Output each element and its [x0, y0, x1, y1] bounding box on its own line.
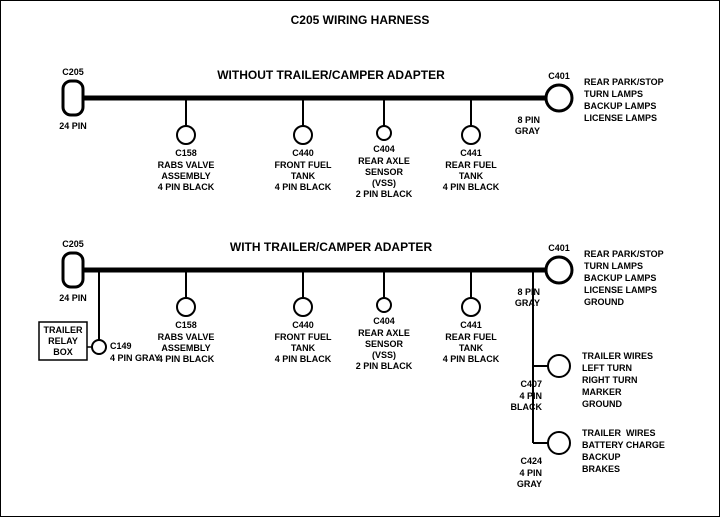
label: TRAILER WIRES — [582, 351, 653, 362]
label: BATTERY CHARGE — [582, 440, 665, 451]
label: 4 PIN BLACK — [411, 354, 531, 365]
label: 4 PIN BLACK — [126, 182, 246, 193]
label: 4 PIN GRAY — [517, 468, 542, 490]
label: 8 PIN GRAY — [515, 287, 540, 309]
label: REAR FUEL — [411, 160, 531, 171]
label: TURN LAMPS — [584, 89, 643, 100]
label: TRAILER WIRES — [582, 428, 656, 439]
section-subtitle: WITHOUT TRAILER/CAMPER ADAPTER — [141, 68, 521, 82]
label: C205 — [13, 239, 133, 250]
label: C441 — [411, 320, 531, 331]
label: C149 — [110, 341, 132, 352]
label: C441 — [411, 148, 531, 159]
label: 4 PIN BLACK — [411, 182, 531, 193]
label: BACKUP LAMPS — [584, 273, 656, 284]
label: 24 PIN — [13, 293, 133, 304]
label: 8 PIN GRAY — [515, 115, 540, 137]
label: BACKUP LAMPS — [584, 101, 656, 112]
label: LICENSE LAMPS — [584, 113, 657, 124]
diagram-title: C205 WIRING HARNESS — [1, 13, 719, 27]
label: REAR PARK/STOP — [584, 249, 664, 260]
label: 4 PIN BLACK — [511, 391, 543, 413]
label: RIGHT TURN — [582, 375, 638, 386]
label: TRAILER RELAY BOX — [3, 325, 123, 357]
label: ASSEMBLY — [126, 171, 246, 182]
label: GROUND — [584, 297, 624, 308]
label: C424 — [520, 456, 542, 467]
label: C158 — [126, 148, 246, 159]
label: TANK — [411, 171, 531, 182]
label: REAR FUEL — [411, 332, 531, 343]
label: 24 PIN — [13, 121, 133, 132]
label: LICENSE LAMPS — [584, 285, 657, 296]
label: C205 — [13, 67, 133, 78]
section-subtitle: WITH TRAILER/CAMPER ADAPTER — [141, 240, 521, 254]
label: TURN LAMPS — [584, 261, 643, 272]
label: BRAKES — [582, 464, 620, 475]
label: LEFT TURN — [582, 363, 632, 374]
label: GROUND — [582, 399, 622, 410]
label: REAR PARK/STOP — [584, 77, 664, 88]
label: 4 PIN GRAY — [110, 353, 160, 364]
label: MARKER — [582, 387, 622, 398]
label: BACKUP — [582, 452, 621, 463]
label: TANK — [411, 343, 531, 354]
label: RABS VALVE — [126, 160, 246, 171]
label: RABS VALVE — [126, 332, 246, 343]
label: C407 — [520, 379, 542, 390]
label: C158 — [126, 320, 246, 331]
